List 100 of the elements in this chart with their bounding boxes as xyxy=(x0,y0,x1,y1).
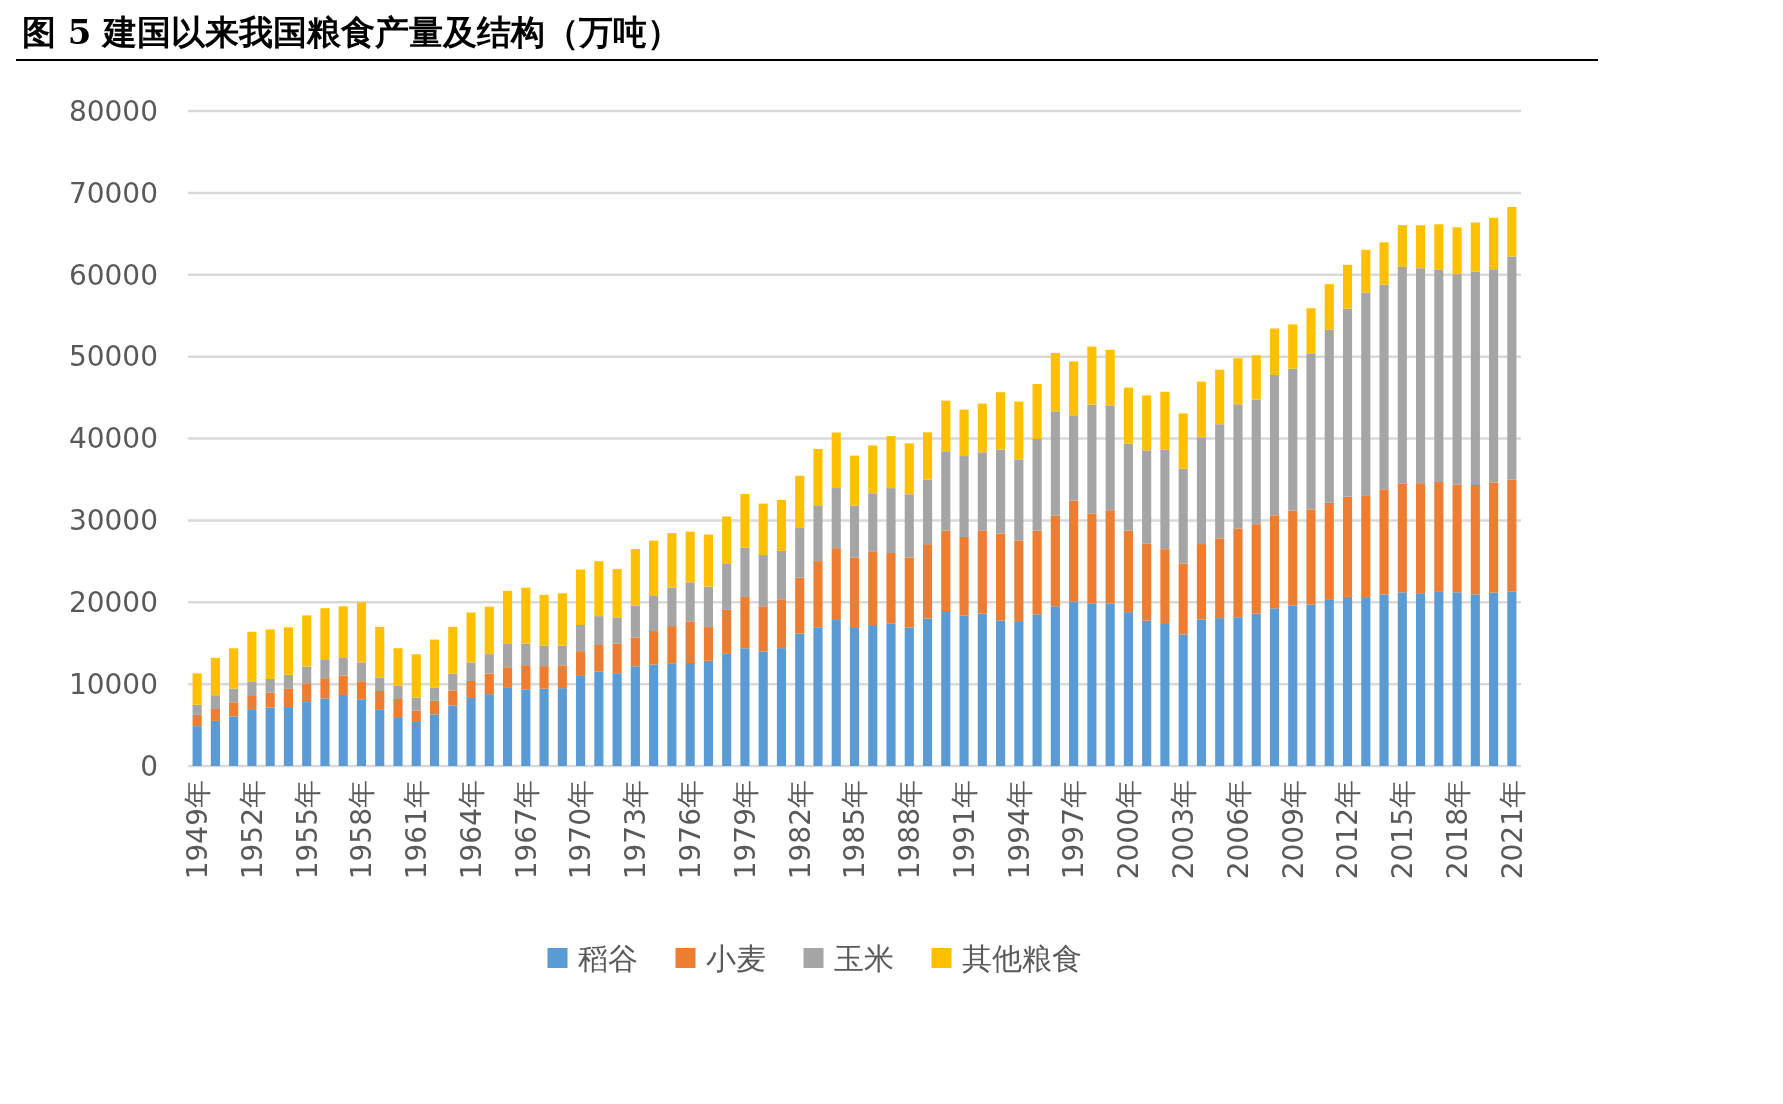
y-tick-label: 10000 xyxy=(68,667,158,701)
bar xyxy=(1069,361,1079,416)
bar xyxy=(1105,510,1115,604)
bar xyxy=(1434,481,1444,592)
x-tick-label: 1988年 xyxy=(893,780,927,880)
bar xyxy=(502,667,513,688)
bar xyxy=(831,548,841,621)
bar xyxy=(247,681,257,696)
bar xyxy=(1178,634,1188,766)
bar xyxy=(521,689,531,766)
bar xyxy=(667,533,677,588)
bar xyxy=(996,533,1006,621)
bar xyxy=(484,654,494,674)
bar xyxy=(703,660,713,766)
bar xyxy=(904,557,914,628)
bar xyxy=(265,692,275,708)
bar xyxy=(1379,284,1389,490)
bar xyxy=(411,654,421,698)
bar xyxy=(1306,604,1316,766)
bar xyxy=(1142,620,1152,766)
bar xyxy=(740,494,750,548)
bar xyxy=(1342,596,1353,766)
bar xyxy=(1397,592,1407,766)
bar xyxy=(1489,482,1499,593)
bar xyxy=(1087,404,1097,514)
y-tick-label: 30000 xyxy=(68,504,158,538)
bar xyxy=(1324,502,1334,600)
bar xyxy=(630,605,640,638)
bar xyxy=(758,606,768,652)
bar xyxy=(393,685,403,699)
bar xyxy=(1032,614,1042,766)
bar xyxy=(849,627,860,766)
bar xyxy=(849,557,860,628)
bar xyxy=(484,673,494,695)
bar xyxy=(1160,449,1170,550)
bar xyxy=(1288,368,1298,511)
bar xyxy=(448,673,458,691)
bar xyxy=(1397,266,1407,484)
bar xyxy=(1196,619,1207,766)
x-tick-label: 1979年 xyxy=(728,780,762,880)
bar xyxy=(1032,383,1042,439)
bar xyxy=(1306,509,1316,605)
bar xyxy=(1251,524,1261,614)
bar xyxy=(1032,438,1042,531)
x-tick-label: 1949年 xyxy=(180,780,214,880)
bar xyxy=(210,695,220,710)
bar xyxy=(1342,308,1353,497)
bar xyxy=(1434,224,1444,270)
bar xyxy=(868,625,878,766)
bar xyxy=(283,627,293,675)
bar xyxy=(1324,284,1334,330)
bar xyxy=(229,702,239,717)
bar xyxy=(795,528,805,578)
bar xyxy=(302,615,312,667)
y-tick-label: 60000 xyxy=(68,258,158,292)
legend-label: 稻谷 xyxy=(577,940,638,976)
bar xyxy=(192,714,202,727)
bar xyxy=(1105,349,1115,406)
bar xyxy=(959,615,969,766)
bar xyxy=(740,596,750,649)
bar xyxy=(1087,603,1097,766)
bar xyxy=(649,595,659,632)
bar xyxy=(612,569,622,618)
bar xyxy=(996,620,1006,766)
bar xyxy=(1489,592,1499,766)
chart-title: 图 5 建国以来我国粮食产量及结构（万吨） xyxy=(22,12,682,52)
bar xyxy=(521,665,531,690)
bar xyxy=(922,432,933,480)
bar xyxy=(685,582,695,622)
bar xyxy=(1379,242,1389,285)
bar xyxy=(1452,227,1462,275)
bar xyxy=(649,664,659,766)
x-tick-label: 2018年 xyxy=(1440,780,1474,880)
bar xyxy=(612,673,622,766)
bar xyxy=(904,627,914,766)
bar xyxy=(247,631,257,682)
bar xyxy=(1342,264,1353,309)
bar xyxy=(758,503,768,555)
bar xyxy=(868,493,878,552)
bar xyxy=(776,499,787,551)
bar xyxy=(594,671,604,766)
bar xyxy=(302,683,312,703)
bar xyxy=(868,445,878,494)
bar xyxy=(320,659,330,679)
bar xyxy=(1215,424,1225,539)
bar xyxy=(1123,443,1133,531)
bar xyxy=(740,648,750,766)
y-tick-label: 20000 xyxy=(68,586,158,620)
bar xyxy=(229,688,239,703)
bar xyxy=(667,663,677,766)
bar xyxy=(685,531,695,583)
bar xyxy=(922,544,933,619)
bar xyxy=(1196,437,1207,545)
bar xyxy=(576,569,586,625)
bar xyxy=(1379,594,1389,766)
bar xyxy=(594,561,604,617)
bar xyxy=(502,590,513,644)
bar xyxy=(630,637,640,667)
bar xyxy=(411,710,421,723)
bar xyxy=(1416,268,1426,485)
